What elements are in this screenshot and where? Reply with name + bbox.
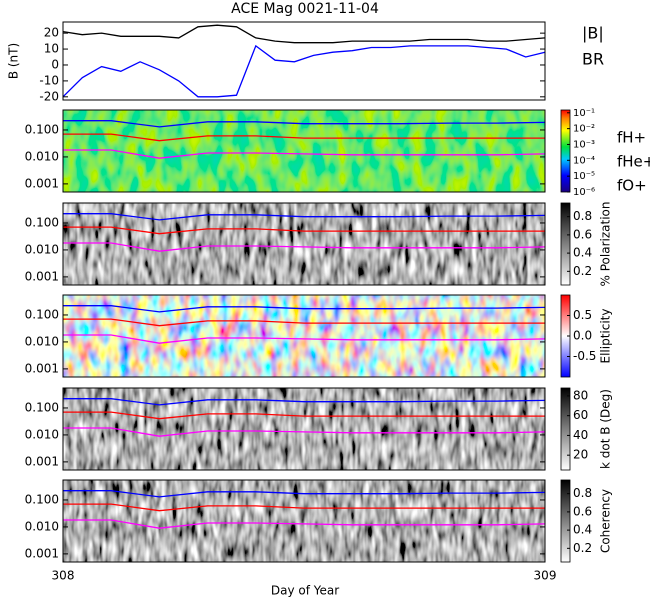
y-tick-label: 0.010 xyxy=(25,242,59,256)
x-axis-label: Day of Year xyxy=(271,584,339,598)
x-tick-label: 309 xyxy=(534,569,557,583)
y-tick-label: 10 xyxy=(44,42,59,56)
colorbar-tick-label: 10⁻⁶ xyxy=(573,187,595,198)
frequency-line xyxy=(63,427,546,437)
y-tick-label: 0.100 xyxy=(25,215,59,229)
colorbar-tick-label: 0.0 xyxy=(573,329,592,343)
y-tick-label: 0.001 xyxy=(25,361,59,375)
colorbar-tick-label: 0.5 xyxy=(573,308,592,322)
spectrogram-texture xyxy=(63,110,545,192)
y-tick-label: 0.010 xyxy=(25,427,59,441)
y-tick-label: 0.001 xyxy=(25,176,59,190)
y-axis-label: B (nT) xyxy=(7,43,21,79)
y-tick-label: 0.001 xyxy=(25,269,59,283)
y-tick-label: 0.010 xyxy=(25,519,59,533)
colorbar-tick-label: 0.4 xyxy=(573,246,592,260)
frequency-line xyxy=(63,318,545,327)
frequency-line xyxy=(63,120,546,128)
colorbar-label: k dot B (Deg) xyxy=(599,389,613,469)
colorbar-label: Coherency xyxy=(599,489,613,553)
y-tick-label: 0 xyxy=(51,57,59,71)
spectrogram-texture xyxy=(63,388,545,470)
frequency-line xyxy=(63,334,546,344)
colorbar-tick-label: 10⁻³ xyxy=(573,139,595,150)
colorbar-tick-label: 0.6 xyxy=(573,227,592,241)
y-tick-label: 0.001 xyxy=(25,546,59,560)
y-tick-label: 0.100 xyxy=(25,492,59,506)
colorbar-tick-label: 10⁻⁵ xyxy=(573,171,595,182)
frequency-line xyxy=(63,213,546,221)
spectrogram-texture xyxy=(63,295,545,377)
colorbar xyxy=(560,479,571,563)
y-tick-label: 0.100 xyxy=(25,122,59,136)
colorbar-tick-label: 0.4 xyxy=(573,523,592,537)
colorbar-tick-label: 20 xyxy=(573,448,588,462)
colorbar-tick-label: 0.2 xyxy=(573,264,592,278)
colorbar xyxy=(560,387,571,471)
figure-title: ACE Mag 0021-11-04 xyxy=(231,1,379,17)
colorbar-tick-label: 10⁻⁴ xyxy=(573,155,595,166)
y-tick-label: 0.010 xyxy=(25,334,59,348)
colorbar-tick-label: 80 xyxy=(573,388,588,402)
y-tick-label: 0.100 xyxy=(25,400,59,414)
colorbar-tick-label: 0.8 xyxy=(573,486,592,500)
frequency-line xyxy=(63,242,546,252)
data-line xyxy=(62,24,546,44)
panel-frame xyxy=(62,294,546,378)
legend-label: fHe+ xyxy=(617,153,650,171)
colorbar-tick-label: 0.2 xyxy=(573,541,592,555)
frequency-line xyxy=(63,411,545,420)
frequency-line xyxy=(63,490,546,498)
colorbar xyxy=(560,109,571,193)
frequency-line xyxy=(63,305,546,313)
y-tick-label: 0.010 xyxy=(25,149,59,163)
colorbar xyxy=(560,202,571,286)
frequency-line xyxy=(63,226,545,235)
colorbar-tick-label: 10⁻¹ xyxy=(573,108,595,119)
frequency-line xyxy=(63,519,546,529)
frequency-line xyxy=(63,133,545,142)
frequency-line xyxy=(63,503,545,512)
colorbar-tick-label: 0.6 xyxy=(573,504,592,518)
colorbar-tick-label: 40 xyxy=(573,428,588,442)
y-tick-label: 0.001 xyxy=(25,454,59,468)
colorbar-tick-label: -0.5 xyxy=(573,349,596,363)
spectrogram-texture xyxy=(63,480,545,562)
panel-frame xyxy=(62,202,546,286)
panel-frame xyxy=(62,21,546,101)
colorbar-label: Ellipticity xyxy=(599,309,613,364)
panel-frame xyxy=(62,479,546,563)
legend-label: fH+ xyxy=(617,129,646,147)
y-tick-label: 20 xyxy=(44,26,59,40)
frequency-line xyxy=(63,149,546,159)
colorbar-tick-label: 10⁻² xyxy=(573,124,595,135)
spectrogram-texture xyxy=(63,203,545,285)
panel-frame xyxy=(62,387,546,471)
legend-label: BR xyxy=(582,50,604,69)
y-tick-label: -10 xyxy=(39,73,59,87)
panel-frame xyxy=(62,109,546,193)
y-tick-label: -20 xyxy=(39,89,59,103)
legend-label: |B| xyxy=(582,24,604,43)
legend-label: fO+ xyxy=(617,177,647,195)
x-tick-label: 308 xyxy=(52,569,75,583)
data-line xyxy=(62,44,546,98)
colorbar-label: % Polarization xyxy=(599,202,613,287)
y-tick-label: 0.100 xyxy=(25,307,59,321)
colorbar-tick-label: 0.8 xyxy=(573,209,592,223)
colorbar-tick-label: 60 xyxy=(573,408,588,422)
frequency-line xyxy=(63,398,546,406)
